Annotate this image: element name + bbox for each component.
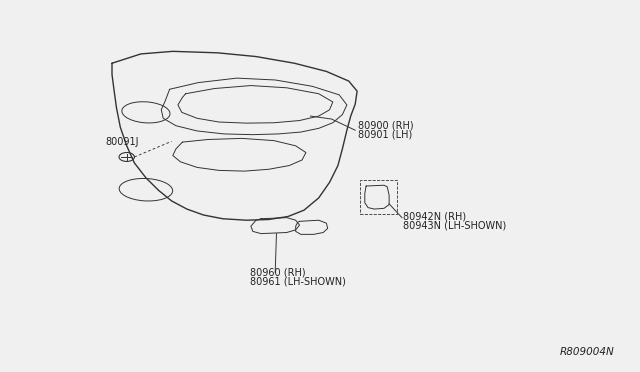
- Text: R809004N: R809004N: [559, 347, 614, 356]
- Text: 80943N (LH-SHOWN): 80943N (LH-SHOWN): [403, 221, 506, 230]
- Text: 80942N (RH): 80942N (RH): [403, 212, 467, 221]
- Bar: [360, 180, 397, 214]
- Text: 80901 (LH): 80901 (LH): [358, 130, 413, 140]
- Text: 80091J: 80091J: [106, 137, 139, 147]
- Text: 80900 (RH): 80900 (RH): [358, 121, 414, 131]
- Text: 80960 (RH): 80960 (RH): [250, 267, 305, 277]
- Text: 80961 (LH-SHOWN): 80961 (LH-SHOWN): [250, 276, 346, 286]
